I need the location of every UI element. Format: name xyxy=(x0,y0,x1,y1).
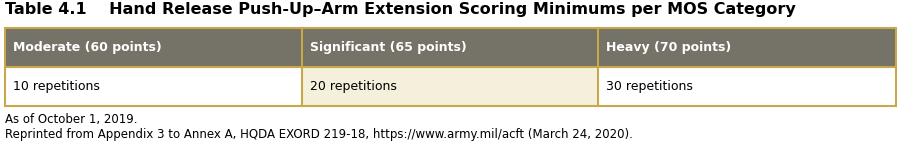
Bar xyxy=(302,67,598,106)
Bar xyxy=(5,28,896,106)
Text: As of October 1, 2019.: As of October 1, 2019. xyxy=(5,113,138,126)
Text: 30 repetitions: 30 repetitions xyxy=(606,80,693,93)
Bar xyxy=(5,28,302,67)
Text: Table 4.1    Hand Release Push-Up–Arm Extension Scoring Minimums per MOS Categor: Table 4.1 Hand Release Push-Up–Arm Exten… xyxy=(5,2,796,17)
Text: Reprinted from Appendix 3 to Annex A, HQDA EXORD 219-18, https://www.army.mil/ac: Reprinted from Appendix 3 to Annex A, HQ… xyxy=(5,128,633,141)
Bar xyxy=(598,67,896,106)
Text: Significant (65 points): Significant (65 points) xyxy=(310,41,467,54)
Bar xyxy=(302,28,598,67)
Bar xyxy=(598,28,896,67)
Text: 20 repetitions: 20 repetitions xyxy=(310,80,396,93)
Text: Moderate (60 points): Moderate (60 points) xyxy=(13,41,162,54)
Bar xyxy=(5,67,302,106)
Text: Heavy (70 points): Heavy (70 points) xyxy=(606,41,732,54)
Text: 10 repetitions: 10 repetitions xyxy=(13,80,100,93)
